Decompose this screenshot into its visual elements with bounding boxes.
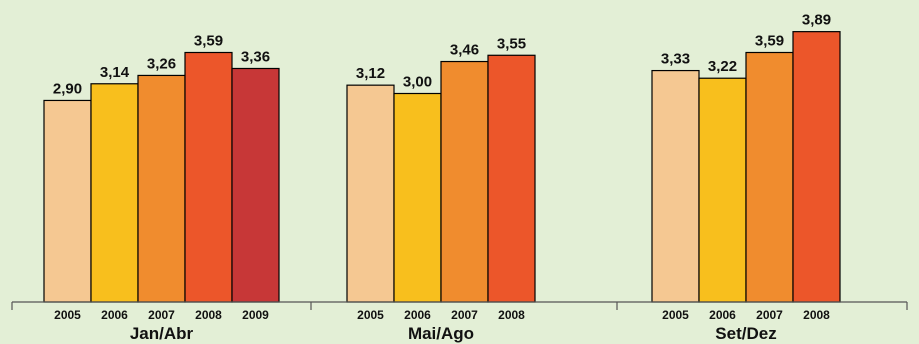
data-label: 3,59 — [755, 32, 784, 49]
x-tick-label: 2008 — [498, 308, 525, 322]
labels-layer: 2,90 2005 3,14 2006 3,26 2007 3,59 2008 3,36 2009… — [53, 12, 831, 343]
x-tick-label: 2008 — [803, 308, 830, 322]
group-label: Mai/Ago — [408, 324, 474, 343]
bar-mai-ago-2005 — [346, 84, 395, 303]
x-tick-label: 2005 — [662, 308, 689, 322]
bar-set-dez-2006 — [698, 77, 747, 303]
data-label: 3,14 — [100, 64, 130, 81]
bars-layer — [43, 31, 841, 303]
bar-jan-abr-2008 — [184, 51, 233, 303]
x-tick-label: 2007 — [451, 308, 478, 322]
data-label: 3,46 — [450, 42, 479, 59]
data-label: 3,12 — [356, 65, 385, 82]
bar-mai-ago-2006 — [393, 92, 442, 303]
data-label: 3,33 — [661, 51, 690, 68]
x-tick-label: 2007 — [756, 308, 783, 322]
x-tick-label: 2006 — [101, 308, 128, 322]
bar-set-dez-2008 — [792, 31, 841, 303]
x-axis-ticks — [11, 302, 908, 310]
x-tick-label: 2009 — [242, 308, 269, 322]
bar-jan-abr-2005 — [43, 99, 92, 303]
x-tick-label: 2008 — [195, 308, 222, 322]
data-label: 3,00 — [403, 74, 432, 91]
bar-jan-abr-2009 — [231, 67, 280, 303]
x-tick-label: 2005 — [357, 308, 384, 322]
x-tick-label: 2006 — [709, 308, 736, 322]
x-tick-label: 2007 — [148, 308, 175, 322]
bar-mai-ago-2007 — [440, 60, 489, 303]
data-label: 3,55 — [497, 35, 526, 52]
x-tick-label: 2006 — [404, 308, 431, 322]
bar-jan-abr-2007 — [137, 74, 186, 303]
group-label: Jan/Abr — [130, 324, 194, 343]
data-label: 3,22 — [708, 58, 737, 75]
data-label: 3,36 — [241, 48, 270, 65]
group-label: Set/Dez — [715, 324, 776, 343]
bar-set-dez-2007 — [745, 51, 794, 303]
x-tick-label: 2005 — [54, 308, 81, 322]
data-label: 3,26 — [147, 55, 176, 72]
bar-jan-abr-2006 — [90, 83, 139, 303]
bar-mai-ago-2008 — [487, 54, 536, 303]
data-label: 2,90 — [53, 80, 82, 97]
data-label: 3,89 — [802, 12, 831, 29]
data-label: 3,59 — [194, 32, 223, 49]
bar-set-dez-2005 — [651, 69, 700, 303]
